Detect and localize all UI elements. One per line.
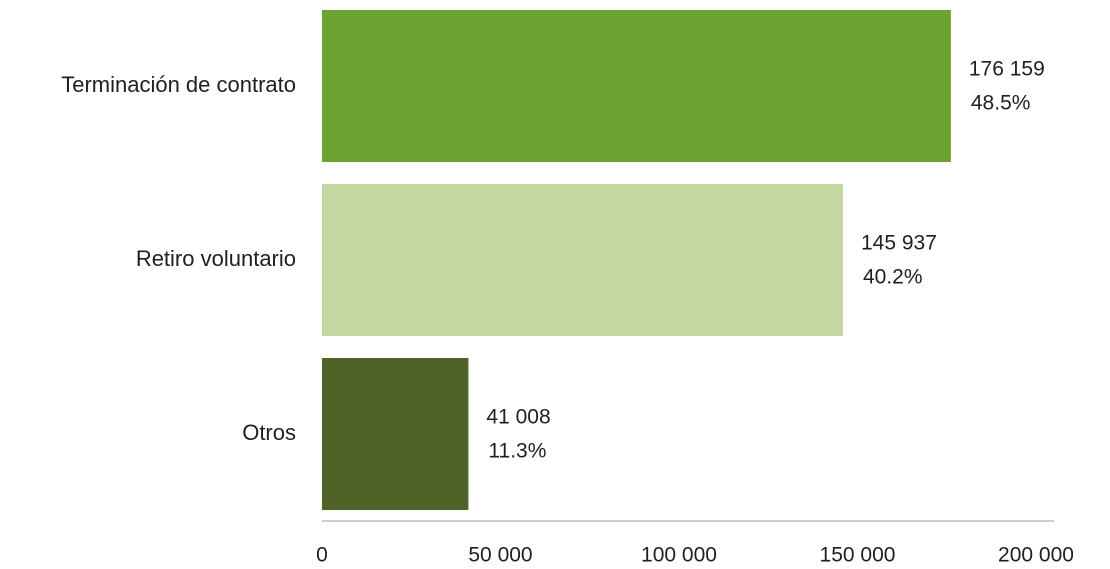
bar-1 [322,184,843,336]
x-tick-label: 100 000 [641,544,717,567]
x-tick-label: 200 000 [998,544,1074,567]
bar-0 [322,10,951,162]
category-label: Otros [242,420,296,445]
bar-2 [322,358,469,510]
bars-layer [322,10,951,510]
category-label: Terminación de contrato [61,72,296,97]
x-axis: 0 50 000 100 000 150 000 200 000 [316,520,1074,567]
value-label: 41 008 [486,406,550,429]
value-label: 145 937 [861,232,937,255]
percent-label: 40.2% [863,266,923,289]
x-tick-label: 50 000 [468,544,532,567]
category-label: Retiro voluntario [136,246,296,271]
labels-layer: Terminación de contrato 176 159 48.5% Retir… [61,58,1045,463]
percent-label: 48.5% [971,92,1031,115]
x-tick-label: 150 000 [820,544,896,567]
x-tick-label: 0 [316,544,328,567]
percent-label: 11.3% [488,440,546,463]
value-label: 176 159 [969,58,1045,81]
